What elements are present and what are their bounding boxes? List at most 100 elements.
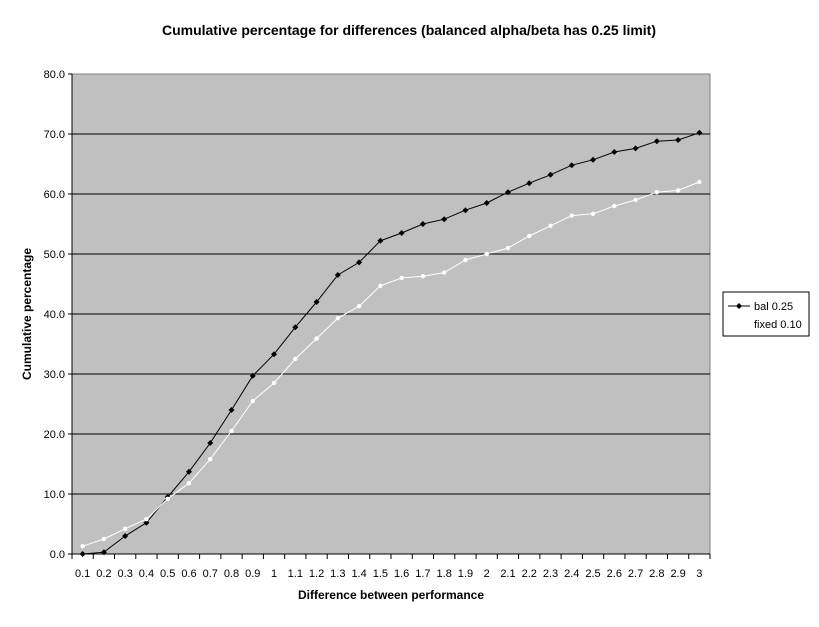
data-point	[122, 533, 129, 539]
x-axis: 0.1 0.2 0.3 0.4 0.5 0.6 0.7 0.8 0.9 1 1.1 1.2 1.3 1.4…	[71, 553, 711, 580]
x-tick-label: 1	[271, 568, 277, 580]
data-point	[335, 316, 341, 321]
legend-box	[722, 291, 810, 337]
data-point	[292, 324, 299, 331]
x-tick-label: 1.2	[309, 568, 324, 580]
data-point	[632, 145, 639, 152]
x-tick-label: 3	[696, 568, 702, 580]
data-point	[378, 283, 383, 288]
data-point	[504, 189, 511, 196]
x-tick-label: 1.9	[458, 568, 473, 580]
legend: bal 0.25 fixed 0.10	[722, 291, 810, 337]
chart-title: Cumulative percentage for differences (b…	[162, 22, 656, 38]
data-point	[80, 544, 85, 549]
y-tick-label: 0.0	[50, 549, 65, 561]
data-point	[419, 221, 426, 227]
x-tick-label: 0.3	[118, 568, 133, 580]
x-tick-label: 1.7	[415, 568, 430, 580]
data-point	[165, 496, 170, 501]
data-point	[697, 179, 702, 185]
data-point	[122, 526, 128, 531]
data-point	[271, 380, 277, 386]
data-point	[228, 407, 235, 413]
data-point	[633, 197, 638, 203]
x-tick-label: 2.7	[628, 568, 643, 580]
x-tick-label: 0.9	[245, 568, 260, 580]
legend-entry: bal 0.25	[728, 301, 793, 313]
data-point	[590, 211, 596, 216]
series-line	[82, 132, 700, 555]
x-tick-label: 1.3	[330, 568, 345, 580]
x-tick-label: 2.5	[585, 568, 600, 580]
data-point	[441, 270, 447, 275]
data-point	[653, 138, 660, 145]
y-tick-label: 60.0	[44, 189, 65, 201]
data-point	[100, 549, 107, 556]
legend-entry: fixed 0.10	[728, 319, 802, 331]
y-axis: 0.0 10.0 20.0 30.0 40.0 50.0 60.0 70.0 80.0	[44, 69, 73, 561]
data-point	[229, 428, 234, 434]
series-2	[80, 179, 702, 549]
data-point	[356, 259, 363, 266]
data-point	[441, 216, 448, 223]
y-tick-label: 70.0	[44, 129, 65, 141]
y-axis-label: Cumulative percentage	[20, 248, 34, 380]
data-point	[548, 223, 553, 228]
data-point	[334, 272, 341, 278]
x-tick-label: 2.6	[607, 568, 622, 580]
data-point	[568, 162, 575, 169]
x-tick-label: 1.4	[351, 568, 366, 580]
data-point	[377, 237, 384, 244]
data-point	[399, 275, 404, 281]
data-point	[144, 517, 149, 522]
data-point	[590, 156, 597, 163]
y-tick-label: 10.0	[44, 489, 65, 501]
x-tick-label: 2.1	[500, 568, 515, 580]
y-tick-label: 30.0	[44, 369, 65, 381]
x-tick-label: 2.2	[522, 568, 537, 580]
data-point	[675, 188, 681, 193]
data-point	[654, 190, 660, 195]
data-point	[185, 468, 192, 475]
data-point	[356, 304, 362, 309]
data-point	[313, 299, 320, 305]
series-line	[82, 181, 700, 547]
data-point	[207, 440, 214, 446]
legend-label: fixed 0.10	[754, 319, 802, 331]
data-point	[271, 351, 278, 358]
y-tick-label: 20.0	[44, 429, 65, 441]
data-point	[505, 245, 511, 251]
x-tick-label: 2.9	[670, 568, 685, 580]
data-point	[484, 251, 489, 257]
data-point	[463, 257, 468, 263]
y-tick-label: 50.0	[44, 249, 65, 261]
x-tick-label: 2.8	[649, 568, 664, 580]
legend-marker	[736, 321, 742, 327]
x-tick-label: 0.1	[75, 568, 90, 580]
legend-marker	[736, 303, 742, 309]
data-point	[612, 203, 617, 209]
data-point	[527, 233, 532, 239]
data-point	[526, 180, 533, 187]
x-tick-label: 1.8	[437, 568, 452, 580]
x-tick-label: 0.6	[181, 568, 196, 580]
data-point	[569, 213, 574, 218]
data-point	[101, 536, 107, 542]
x-tick-label: 2.3	[543, 568, 558, 580]
x-tick-label: 1.5	[373, 568, 388, 580]
y-tick-label: 40.0	[44, 309, 65, 321]
data-point	[398, 230, 405, 236]
gridlines	[72, 133, 710, 495]
series-group	[79, 129, 703, 557]
data-point	[420, 274, 426, 279]
legend-items: bal 0.25 fixed 0.10	[728, 301, 802, 331]
x-tick-label: 0.5	[160, 568, 175, 580]
x-axis-label: Difference between performance	[298, 588, 484, 602]
x-tick-label: 2	[484, 568, 490, 580]
data-point	[293, 356, 298, 362]
data-point	[208, 457, 213, 462]
x-tick-label: 0.8	[224, 568, 239, 580]
data-point	[79, 551, 86, 557]
